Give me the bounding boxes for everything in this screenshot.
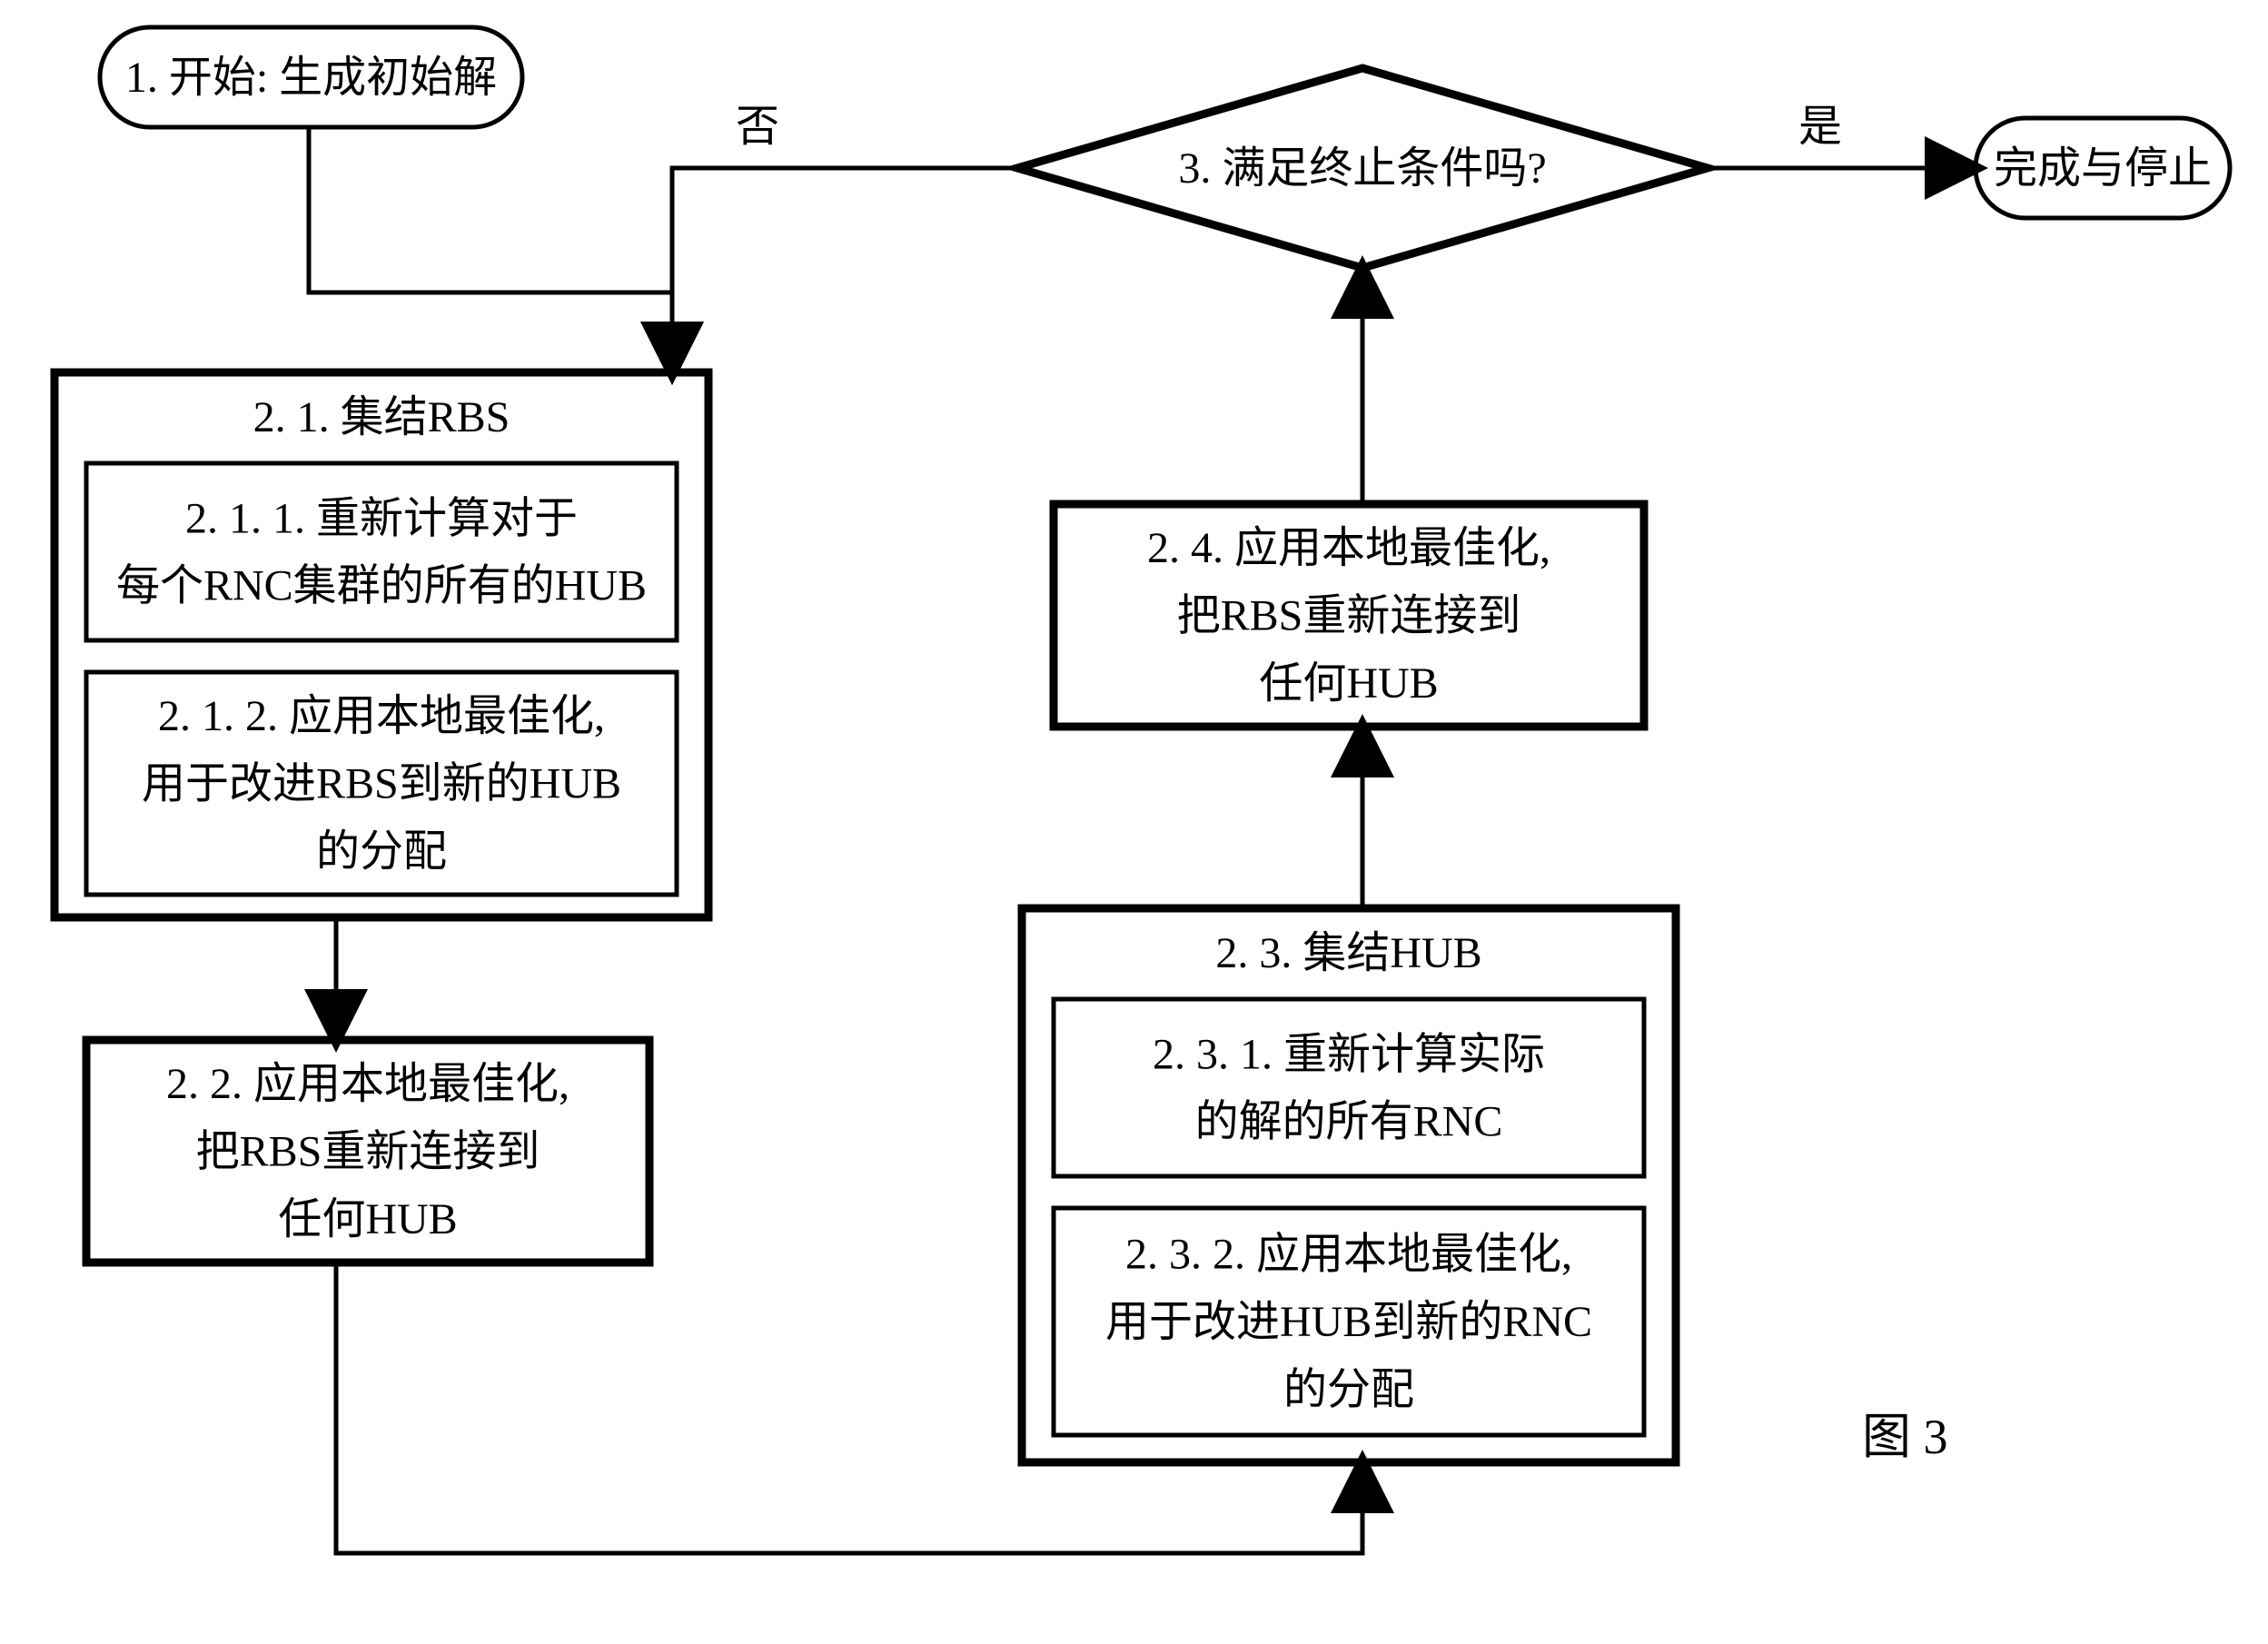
label-yes: 是 [1798, 103, 1842, 151]
text-line: 的解的所有RNC [1195, 1098, 1503, 1146]
text-line: 用于改进RBS到新的HUB [142, 760, 621, 808]
text-line: 用于改进HUB到新的RNC [1105, 1298, 1592, 1346]
text-line: 完成与停止 [1994, 144, 2212, 193]
text-line: 任何HUB [278, 1195, 457, 1243]
text-line: 任何HUB [1259, 659, 1438, 708]
text-line: 的分配 [316, 827, 447, 876]
text-line: 2. 1. 集结RBS [253, 393, 510, 441]
text-line: 2. 3. 1. 重新计算实际 [1153, 1030, 1545, 1078]
group-2-1-child [86, 463, 677, 640]
text-line: 2. 1. 2. 应用本地最佳化, [158, 692, 605, 740]
text-line: 2. 3. 集结HUB [1215, 929, 1481, 977]
edge [309, 127, 672, 372]
text-line: 2. 2. 应用本地最佳化, [166, 1060, 569, 1108]
text-line: 2. 4. 应用本地最佳化, [1147, 524, 1550, 572]
text-line: 2. 3. 2. 应用本地最佳化, [1125, 1231, 1572, 1279]
label-no: 否 [736, 103, 779, 151]
edge [672, 168, 1017, 372]
text-line: 3. 满足终止条件吗? [1178, 144, 1546, 193]
text-line: 把RBS重新连接到 [1177, 592, 1521, 640]
text-line: 1. 开始: 生成初始解 [125, 54, 497, 102]
flowchart: 1. 开始: 生成初始解完成与停止 3. 满足终止条件吗? 2. 1. 集结RBS 2… [0, 0, 2268, 1644]
text-line: 的分配 [1283, 1365, 1414, 1413]
group-2-3-child [1054, 999, 1644, 1176]
text-line: 2. 1. 1. 重新计算对于 [185, 494, 578, 542]
figure-label: 图 3 [1862, 1410, 1948, 1464]
text-line: 把RBS重新连接到 [196, 1128, 540, 1176]
text-line: 每个RNC集群的所有的HUB [116, 562, 647, 610]
